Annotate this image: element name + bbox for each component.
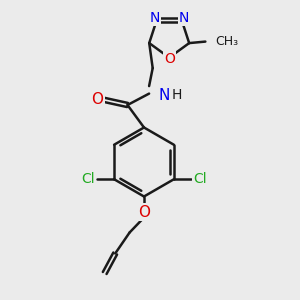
Text: N: N [159,88,170,103]
Text: N: N [149,11,160,25]
Text: Cl: Cl [193,172,206,186]
Text: Cl: Cl [82,172,95,186]
Text: O: O [164,52,175,66]
Text: O: O [138,205,150,220]
Text: N: N [179,11,189,25]
Text: CH₃: CH₃ [215,35,238,48]
Text: O: O [92,92,104,107]
Text: H: H [171,88,182,102]
